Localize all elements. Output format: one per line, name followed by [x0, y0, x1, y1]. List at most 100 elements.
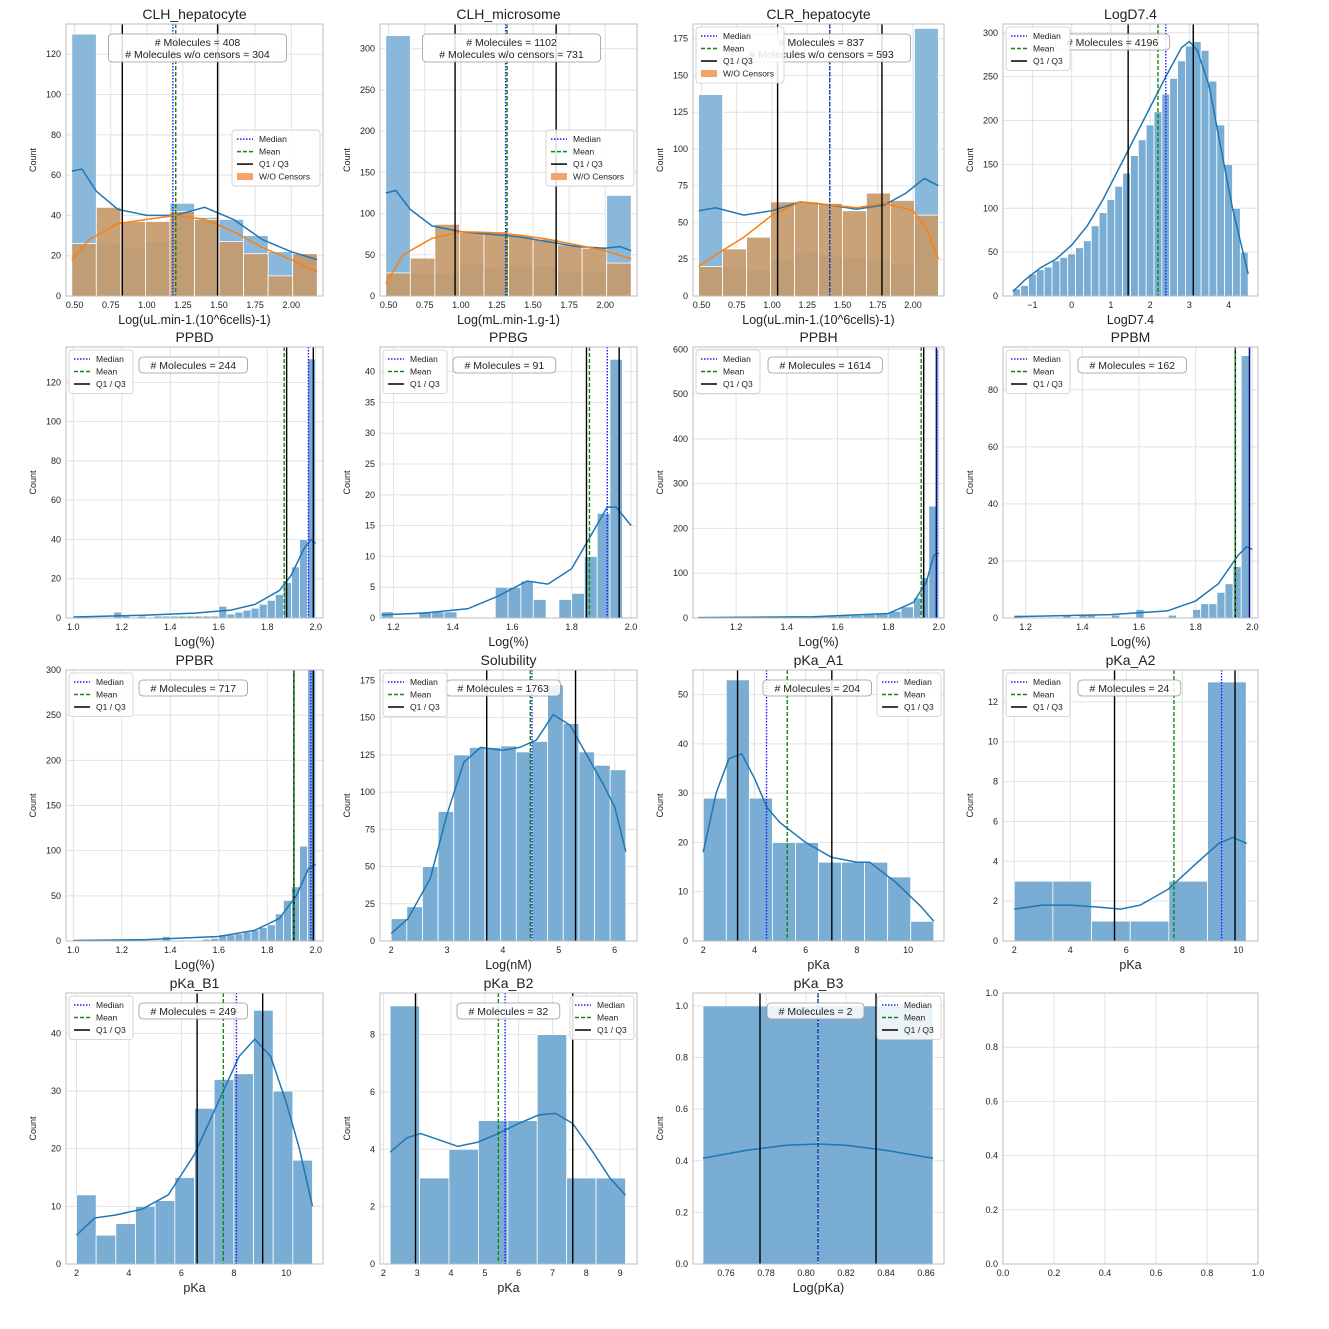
- x-tick-label: 1.00: [138, 300, 156, 310]
- y-tick-label: 100: [673, 568, 688, 578]
- legend-label-wo_censors: W/O Censors: [573, 172, 624, 182]
- histogram-bar: [218, 605, 228, 619]
- y-tick-label: 0.4: [985, 1151, 998, 1161]
- legend-label-median: Median: [723, 354, 751, 364]
- kde-curve: [1014, 545, 1253, 618]
- histogram-bar: [1185, 45, 1194, 297]
- x-tick-label: −1: [1027, 300, 1037, 310]
- y-axis-label: Count: [28, 1116, 38, 1141]
- legend-label-median: Median: [410, 677, 438, 687]
- wo-censors-bar: [169, 210, 195, 297]
- legend-frame: [1005, 349, 1071, 394]
- y-tick-label: 0: [683, 291, 688, 301]
- x-axis-label: pKa: [807, 958, 829, 972]
- y-tick-label: 0: [993, 291, 998, 301]
- histogram-bar: [571, 592, 585, 619]
- histogram-panel: 0.0 0.2 0.4 0.6 0.8 1.0 0.0 0.2 0.4 0.6 0.8 1.0: [985, 988, 1264, 1278]
- x-tick-label: 2.00: [596, 300, 614, 310]
- legend-label-wo_censors: W/O Censors: [259, 172, 310, 182]
- molecule-count-text: # Molecules w/o censors = 731: [439, 49, 584, 61]
- chart-title: PPBM: [1111, 329, 1151, 345]
- y-tick-label: 0.8: [985, 1042, 998, 1052]
- y-tick-label: 150: [983, 159, 998, 169]
- y-tick-label: 125: [673, 107, 688, 117]
- y-tick-label: 20: [51, 574, 61, 584]
- x-axis-label: Log(nM): [485, 958, 532, 972]
- histogram-bar: [258, 927, 268, 942]
- legend-label-median: Median: [259, 134, 287, 144]
- wo-censors-bar: [722, 248, 747, 297]
- y-tick-label: 2: [993, 896, 998, 906]
- histogram-bar: [1192, 609, 1202, 619]
- wo-censors-bar: [243, 253, 269, 297]
- histogram-bar: [596, 512, 611, 619]
- legend: Median Mean Q1 / Q3: [382, 672, 448, 717]
- x-axis-label: Log(%): [1110, 635, 1150, 649]
- x-axis-label: Log(pKa): [793, 1281, 844, 1295]
- kde-curve: [389, 1112, 627, 1196]
- histogram-bar: [1106, 199, 1116, 297]
- y-tick-label: 0.8: [675, 1053, 688, 1063]
- x-axis-label: pKa: [183, 1281, 205, 1295]
- y-tick-label: 1.0: [985, 988, 998, 998]
- y-tick-label: 40: [365, 367, 375, 377]
- y-axis-label: Count: [655, 148, 665, 173]
- x-tick-label: 10: [281, 1268, 291, 1278]
- molecule-count-box: [767, 356, 883, 374]
- molecule-count-text: # Molecules = 244: [151, 360, 237, 372]
- legend-frame: [231, 129, 321, 187]
- y-tick-label: 200: [673, 523, 688, 533]
- x-tick-label: 1.8: [882, 622, 895, 632]
- y-tick-label: 10: [678, 887, 688, 897]
- y-tick-label: 6: [370, 1087, 375, 1097]
- histogram-bar: [841, 861, 866, 942]
- wo-censors-bar: [770, 201, 795, 297]
- kde-curve: [381, 506, 632, 616]
- histogram-bar: [274, 594, 284, 619]
- chart-title: pKa_B3: [794, 975, 844, 991]
- x-tick-label: 1.75: [246, 300, 264, 310]
- histogram-bar: [1098, 212, 1108, 297]
- histogram-bar: [795, 842, 819, 942]
- kde-curve: [75, 1037, 314, 1236]
- legend-label-median: Median: [96, 354, 124, 364]
- y-tick-label: 100: [360, 209, 375, 219]
- legend-frame: [695, 26, 785, 84]
- x-tick-label: 2.00: [904, 300, 922, 310]
- legend-frame: [68, 995, 134, 1040]
- x-tick-label: 0.76: [717, 1268, 735, 1278]
- y-tick-label: 40: [988, 499, 998, 509]
- y-tick-label: 5: [370, 582, 375, 592]
- legend: Median Mean Q1 / Q3: [876, 672, 942, 717]
- x-tick-label: 1.6: [506, 622, 519, 632]
- wo-censors-bar: [866, 192, 891, 297]
- x-tick-label: 10: [903, 945, 913, 955]
- histogram-bar: [1067, 253, 1076, 297]
- histogram-bar: [266, 924, 276, 942]
- x-tick-label: 1.6: [1133, 622, 1146, 632]
- y-tick-label: 100: [983, 203, 998, 213]
- molecule-count-text: # Molecules = 717: [151, 683, 237, 695]
- histogram-bar: [1137, 139, 1147, 297]
- histogram-bar: [818, 861, 842, 942]
- histogram-bar: [547, 684, 564, 942]
- legend-label-quartiles: Q1 / Q3: [1033, 379, 1063, 389]
- histogram-bar: [1129, 920, 1170, 942]
- chart-title: CLR_hepatocyte: [766, 6, 871, 22]
- histogram-svg: 0.0 0.2 0.4 0.6 0.8 1.0 0.0 0.2 0.4 0.6 0.8 1.0: [985, 988, 1264, 1278]
- histogram-bar: [174, 1177, 195, 1265]
- y-tick-label: 15: [365, 521, 375, 531]
- wo-censors-bar: [145, 221, 171, 297]
- x-tick-label: 0.75: [416, 300, 434, 310]
- axes-frame: [692, 669, 945, 942]
- y-tick-label: 30: [365, 428, 375, 438]
- histogram-bar: [250, 607, 260, 619]
- y-tick-label: 0: [56, 291, 61, 301]
- histogram-panel: 1.2 1.4 1.6 1.8 2.0 0 20 40 60 80 PPBM Log(%) Count #…: [965, 329, 1259, 649]
- molecule-count-text: # Molecules = 32: [469, 1006, 549, 1018]
- histogram-svg: 1.2 1.4 1.6 1.8 2.0 0 5 10 15 20 25 30 35 40 PPBG Log(%…: [342, 329, 638, 649]
- wo-censors-bar: [913, 214, 939, 297]
- y-tick-label: 80: [51, 456, 61, 466]
- x-tick-label: 0.4: [1099, 1268, 1112, 1278]
